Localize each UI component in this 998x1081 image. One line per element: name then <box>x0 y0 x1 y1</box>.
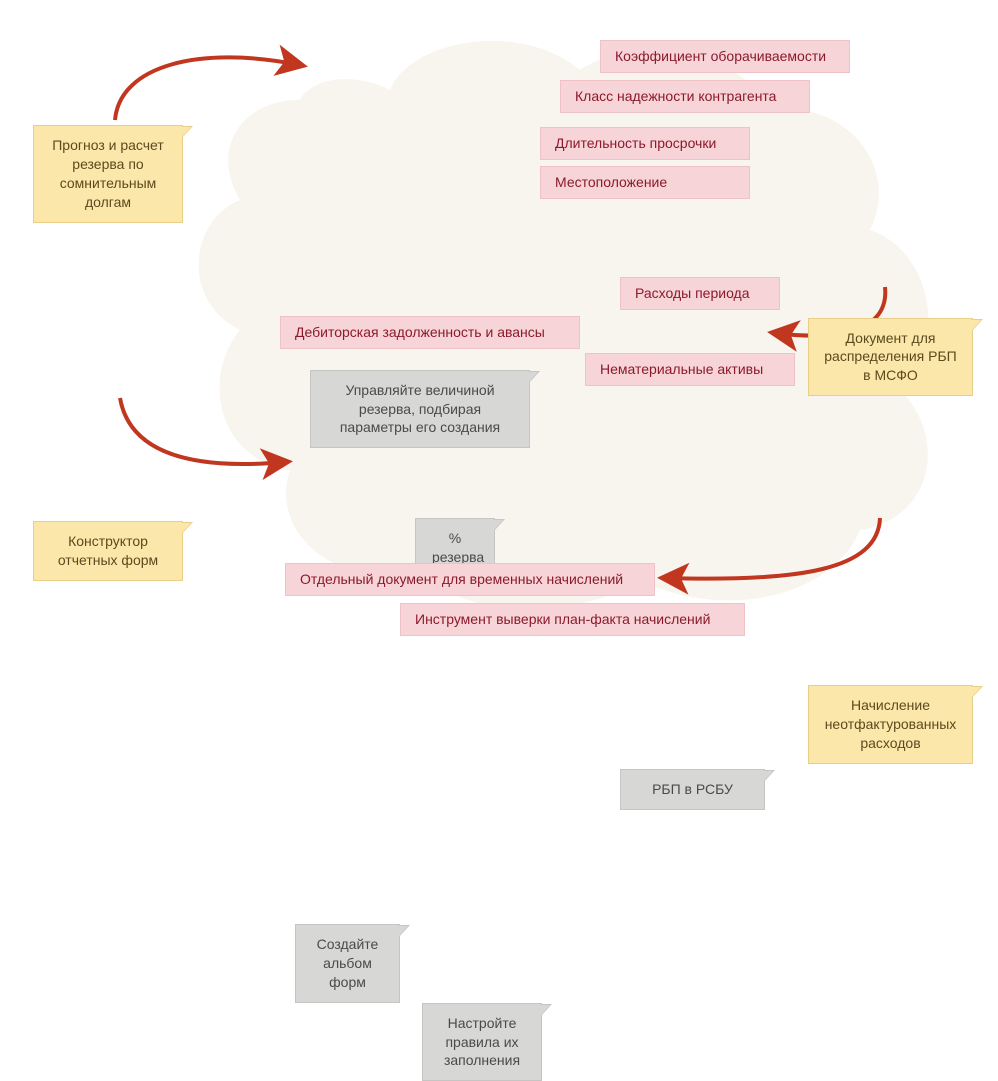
node-location-text: Местоположение <box>555 174 667 190</box>
node-manage-reserve: Управляйте величинойрезерва, подбираяпар… <box>310 370 530 449</box>
node-setup-rules: Настройтеправила ихзаполнения <box>422 1003 542 1081</box>
arrow-constructor <box>120 398 285 464</box>
node-coeff: Коэффициент оборачиваемости <box>600 40 850 73</box>
node-constructor: Конструкторотчетных форм <box>33 521 183 581</box>
node-overdue: Длительность просрочки <box>540 127 750 160</box>
node-period-expenses-text: Расходы периода <box>635 285 750 301</box>
node-separate-doc-text: Отдельный документ для временных начисле… <box>300 571 623 587</box>
node-accounts-receivable: Дебиторская задолженность и авансы <box>280 316 580 349</box>
node-prognoz: Прогноз и расчетрезерва посомнительнымдо… <box>33 125 183 223</box>
node-document-rbp-text: Документ дляраспределения РБПв МСФО <box>824 330 956 384</box>
node-accounts-receivable-text: Дебиторская задолженность и авансы <box>295 324 545 340</box>
node-location: Местоположение <box>540 166 750 199</box>
node-manage-reserve-text: Управляйте величинойрезерва, подбираяпар… <box>340 382 500 436</box>
node-intangible: Нематериальные активы <box>585 353 795 386</box>
node-reconciliation-text: Инструмент выверки план-факта начислений <box>415 611 710 627</box>
node-create-album: Создайтеальбомформ <box>295 924 400 1003</box>
node-rbp-rsbu-text: РБП в РСБУ <box>652 781 733 797</box>
node-create-album-text: Создайтеальбомформ <box>317 936 379 990</box>
node-coeff-text: Коэффициент оборачиваемости <box>615 48 826 64</box>
node-reliability-text: Класс надежности контрагента <box>575 88 776 104</box>
arrow-accrual <box>665 518 880 579</box>
node-constructor-text: Конструкторотчетных форм <box>58 533 158 568</box>
node-intangible-text: Нематериальные активы <box>600 361 763 377</box>
node-separate-doc: Отдельный документ для временных начисле… <box>285 563 655 596</box>
arrow-prognoz <box>115 57 300 120</box>
node-rbp-rsbu: РБП в РСБУ <box>620 769 765 810</box>
node-prognoz-text: Прогноз и расчетрезерва посомнительнымдо… <box>52 137 164 210</box>
node-period-expenses: Расходы периода <box>620 277 780 310</box>
node-percent-reserve-text: %резерва <box>432 530 484 565</box>
node-accrual-text: Начислениенеотфактурованныхрасходов <box>825 697 957 751</box>
node-accrual: Начислениенеотфактурованныхрасходов <box>808 685 973 764</box>
node-overdue-text: Длительность просрочки <box>555 135 716 151</box>
node-reconciliation: Инструмент выверки план-факта начислений <box>400 603 745 636</box>
node-reliability: Класс надежности контрагента <box>560 80 810 113</box>
node-document-rbp: Документ дляраспределения РБПв МСФО <box>808 318 973 397</box>
node-setup-rules-text: Настройтеправила ихзаполнения <box>444 1015 520 1069</box>
